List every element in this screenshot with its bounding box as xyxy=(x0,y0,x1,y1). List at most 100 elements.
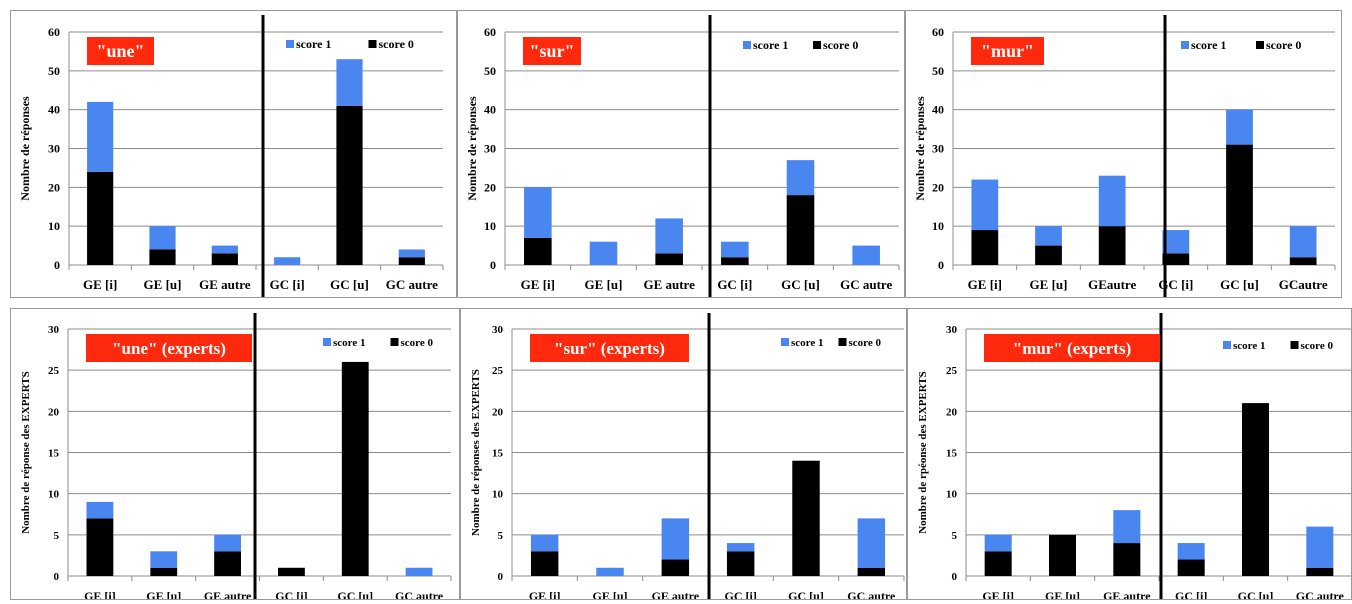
chart-title-box xyxy=(86,334,252,362)
y-tick-label: 10 xyxy=(48,489,60,501)
bar-score-0 xyxy=(278,567,305,576)
chart-panel: 0 5 10 15 20 25 30 GE [i] GE [u] GE autre GC [i] GC… xyxy=(10,308,460,603)
x-tick-label: GC [u] xyxy=(1238,589,1274,599)
chart-panel: 0 10 20 30 40 50 60 GE [i] GE [u] GEautre GC [i] GC… xyxy=(905,10,1342,298)
y-axis-label: Nombre de réponses xyxy=(465,96,479,201)
bar-score-1 xyxy=(661,518,690,560)
x-tick-label: GE [i] xyxy=(84,589,116,599)
chart-title-box xyxy=(971,37,1044,65)
bar-score-1 xyxy=(786,160,815,196)
x-tick-label: GE [u] xyxy=(585,277,623,292)
bar-score-1 xyxy=(1177,543,1205,560)
bar-score-0 xyxy=(1177,559,1205,576)
bar-score-0 xyxy=(87,171,114,265)
y-tick-label: 30 xyxy=(492,324,504,336)
x-tick-label: GE [u] xyxy=(1030,277,1068,292)
chart-svg: 0 10 20 30 40 50 60 GE [i] GE [u] GEautre GC [i] GC… xyxy=(913,15,1336,297)
bar-score-0 xyxy=(1306,567,1334,576)
bar-score-1 xyxy=(1098,175,1126,227)
bar-score-1 xyxy=(596,567,624,576)
legend-swatch xyxy=(1256,41,1264,49)
chart-svg: 0 10 20 30 40 50 60 GE [i] GE [u] GE autre GC [i] G… xyxy=(18,15,444,297)
bar-score-1 xyxy=(530,534,559,552)
legend-label: score 0 xyxy=(1301,340,1334,352)
x-tick-label: GE [i] xyxy=(968,277,1002,292)
x-tick-label: GE [u] xyxy=(1045,589,1080,599)
x-tick-label: GC autre xyxy=(395,589,444,599)
y-tick-label: 5 xyxy=(54,530,60,542)
bar-score-1 xyxy=(857,518,886,568)
legend-label: score 1 xyxy=(333,337,365,349)
legend-label: score 1 xyxy=(791,337,823,349)
bar-score-0 xyxy=(655,253,683,265)
bar-score-0 xyxy=(857,567,886,576)
chart-panel: 0 5 10 15 20 25 30 GE [i] GE [u] GE autre GC [i] GC… xyxy=(907,308,1352,603)
legend-label: score 0 xyxy=(1266,38,1301,52)
y-tick-label: 60 xyxy=(484,25,496,39)
y-tick-label: 30 xyxy=(48,324,60,336)
y-tick-label: 0 xyxy=(952,571,958,583)
y-tick-label: 40 xyxy=(932,103,944,117)
y-tick-label: 25 xyxy=(492,365,504,377)
bar-score-0 xyxy=(1113,543,1141,576)
y-tick-label: 20 xyxy=(946,406,958,418)
legend-label: score 1 xyxy=(296,37,331,51)
bar-score-0 xyxy=(398,257,425,265)
legend-swatch xyxy=(781,338,789,346)
y-tick-label: 20 xyxy=(48,180,60,194)
legend-swatch xyxy=(838,338,847,346)
x-tick-label: GC [i] xyxy=(270,277,305,292)
x-tick-label: GCautre xyxy=(1279,277,1328,292)
legend-swatch xyxy=(323,338,331,346)
chart-title: "sur" xyxy=(530,41,575,61)
chart-title: "mur" xyxy=(981,41,1034,61)
y-tick-label: 60 xyxy=(48,25,60,39)
x-tick-label: GE [u] xyxy=(144,277,182,292)
legend-swatch xyxy=(1290,341,1299,349)
bar-score-0 xyxy=(1241,403,1270,576)
bar-score-1 xyxy=(1289,226,1317,258)
x-tick-label: GE autre xyxy=(643,277,695,292)
bar-score-0 xyxy=(530,551,559,576)
chart-title-box xyxy=(87,37,154,65)
legend-swatch xyxy=(1223,341,1231,349)
bar-score-1 xyxy=(1226,109,1253,145)
y-tick-label: 50 xyxy=(48,64,60,78)
y-tick-label: 25 xyxy=(946,365,958,377)
chart-title-box xyxy=(984,334,1160,362)
legend-label: score 1 xyxy=(1233,340,1265,352)
bar-score-1 xyxy=(589,241,618,265)
bar-score-0 xyxy=(1048,534,1077,576)
bar-score-1 xyxy=(721,241,749,258)
bar-score-0 xyxy=(721,257,749,265)
y-tick-label: 0 xyxy=(498,571,504,583)
chart-title-box xyxy=(523,37,581,65)
bar-score-0 xyxy=(336,105,363,266)
y-tick-label: 20 xyxy=(932,180,944,194)
x-tick-label: GE autre xyxy=(652,589,700,599)
bar-score-0 xyxy=(1098,226,1126,265)
x-tick-label: GE [u] xyxy=(146,589,181,599)
y-tick-label: 5 xyxy=(498,530,504,542)
chart-panel: 0 10 20 30 40 50 60 GE [i] GE [u] GE autre GC [i] G… xyxy=(10,10,457,298)
y-axis-label: Nombre de réponses des EXPERTS xyxy=(470,369,482,536)
chart-svg: 0 10 20 30 40 50 60 GE [i] GE [u] GE autre GC [i] G… xyxy=(465,15,900,297)
chart-title: "une" xyxy=(97,41,145,61)
bar-score-0 xyxy=(341,361,369,576)
chart-panel: 0 10 20 30 40 50 60 GE [i] GE [u] GE autre GC [i] G… xyxy=(457,10,905,298)
bar-score-1 xyxy=(149,226,176,250)
bar-score-0 xyxy=(211,253,238,265)
bar-score-1 xyxy=(1306,526,1334,568)
legend-swatch xyxy=(286,40,294,48)
y-tick-label: 25 xyxy=(48,365,60,377)
y-tick-label: 10 xyxy=(492,489,504,501)
bar-score-1 xyxy=(398,249,425,258)
x-tick-label: GC autre xyxy=(847,589,896,599)
legend-swatch xyxy=(813,41,821,49)
bar-score-1 xyxy=(336,59,363,106)
y-axis-label: Nombre de rpéonse des EXPERTS xyxy=(917,371,929,534)
y-tick-label: 20 xyxy=(484,180,496,194)
legend-label: score 0 xyxy=(401,337,434,349)
bar-score-1 xyxy=(150,551,178,568)
y-tick-label: 10 xyxy=(48,219,60,233)
